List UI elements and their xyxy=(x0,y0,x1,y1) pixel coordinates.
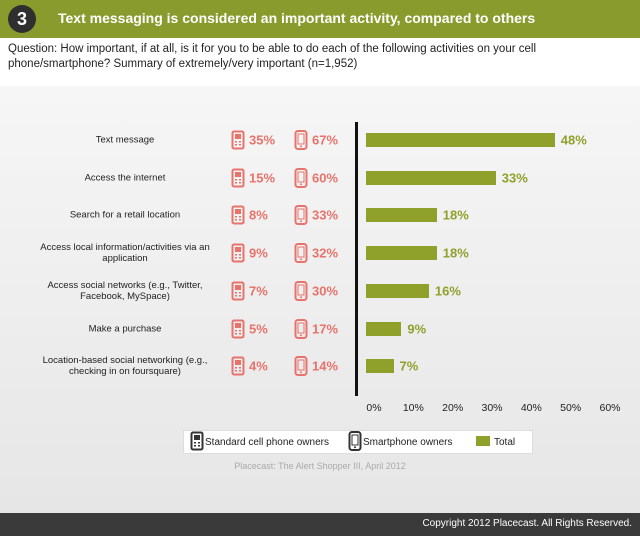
legend-label: Standard cell phone owners xyxy=(205,437,329,448)
category-label: Access social networks (e.g., Twitter, F… xyxy=(47,279,203,302)
cell-phone-icon xyxy=(231,243,245,263)
value-label: 4% xyxy=(249,358,268,374)
cell-phone-icon xyxy=(231,168,245,188)
category-label: Location-based social networking (e.g., … xyxy=(42,355,208,378)
value-label: 5% xyxy=(249,321,268,336)
x-tick-label: 10% xyxy=(402,402,424,414)
value-label: 33% xyxy=(501,170,528,186)
value-label: 33% xyxy=(312,207,339,223)
cell-phone-icon xyxy=(231,356,245,376)
question: Question: How important, if at all, is i… xyxy=(8,43,536,70)
cell-phone-icon xyxy=(231,205,245,225)
source: Placecast: The Alert Shopper III, April … xyxy=(234,461,406,471)
smartphone-icon xyxy=(294,167,308,188)
x-tick-label: 40% xyxy=(520,402,542,414)
header-bar xyxy=(0,0,640,38)
divider xyxy=(355,122,358,396)
smartphone-icon xyxy=(294,356,308,377)
cell-phone-icon xyxy=(231,281,245,301)
bar xyxy=(366,133,555,147)
smartphone-icon xyxy=(348,431,362,451)
bar xyxy=(366,170,496,185)
value-label: 67% xyxy=(312,132,339,148)
category-label: Access local information/activities via … xyxy=(40,242,210,265)
value-label: 18% xyxy=(442,207,469,223)
x-tick-label: 60% xyxy=(599,402,621,414)
x-tick-label: 50% xyxy=(560,402,582,414)
value-label: 30% xyxy=(312,283,339,299)
value-label: 9% xyxy=(249,245,268,261)
smartphone-icon xyxy=(294,318,308,339)
cell-phone-icon xyxy=(231,130,245,150)
value-label: 17% xyxy=(312,321,339,336)
value-label: 32% xyxy=(312,245,339,261)
value-label: 16% xyxy=(434,283,461,299)
bar xyxy=(366,359,394,374)
bar xyxy=(366,246,437,261)
footer xyxy=(0,513,640,536)
title: Text messaging is considered an importan… xyxy=(58,10,536,26)
value-label: 14% xyxy=(312,358,339,374)
value-label: 18% xyxy=(442,245,469,261)
value-label: 60% xyxy=(312,170,339,186)
value-label: 9% xyxy=(407,321,427,336)
x-tick-label: 20% xyxy=(442,402,464,414)
smartphone-icon xyxy=(294,280,308,301)
x-tick-label: 30% xyxy=(481,402,503,414)
value-label: 7% xyxy=(399,358,419,374)
legend-label: Total xyxy=(494,437,516,448)
cell-phone-icon xyxy=(190,431,204,451)
value-label: 15% xyxy=(249,170,276,186)
bar xyxy=(366,283,429,298)
value-label: 48% xyxy=(560,132,587,148)
badge: 3 xyxy=(8,5,36,33)
copyright: Copyright 2012 Placecast. All Rights Res… xyxy=(422,518,632,529)
bar xyxy=(366,208,437,223)
value-label: 7% xyxy=(249,283,268,299)
category-label: Search for a retail location xyxy=(69,209,181,221)
category-label: Text message xyxy=(95,134,155,146)
value-label: 8% xyxy=(249,207,268,223)
legend-swatch xyxy=(476,436,490,446)
smartphone-icon xyxy=(294,205,308,226)
cell-phone-icon xyxy=(231,319,245,338)
smartphone-icon xyxy=(294,243,308,264)
category-label: Access the internet xyxy=(84,172,166,184)
bar xyxy=(366,321,402,336)
category-label: Make a purchase xyxy=(88,323,162,334)
legend-label: Smartphone owners xyxy=(363,437,453,448)
value-label: 35% xyxy=(249,132,276,148)
smartphone-icon xyxy=(294,130,308,150)
x-tick-label: 0% xyxy=(366,402,382,414)
